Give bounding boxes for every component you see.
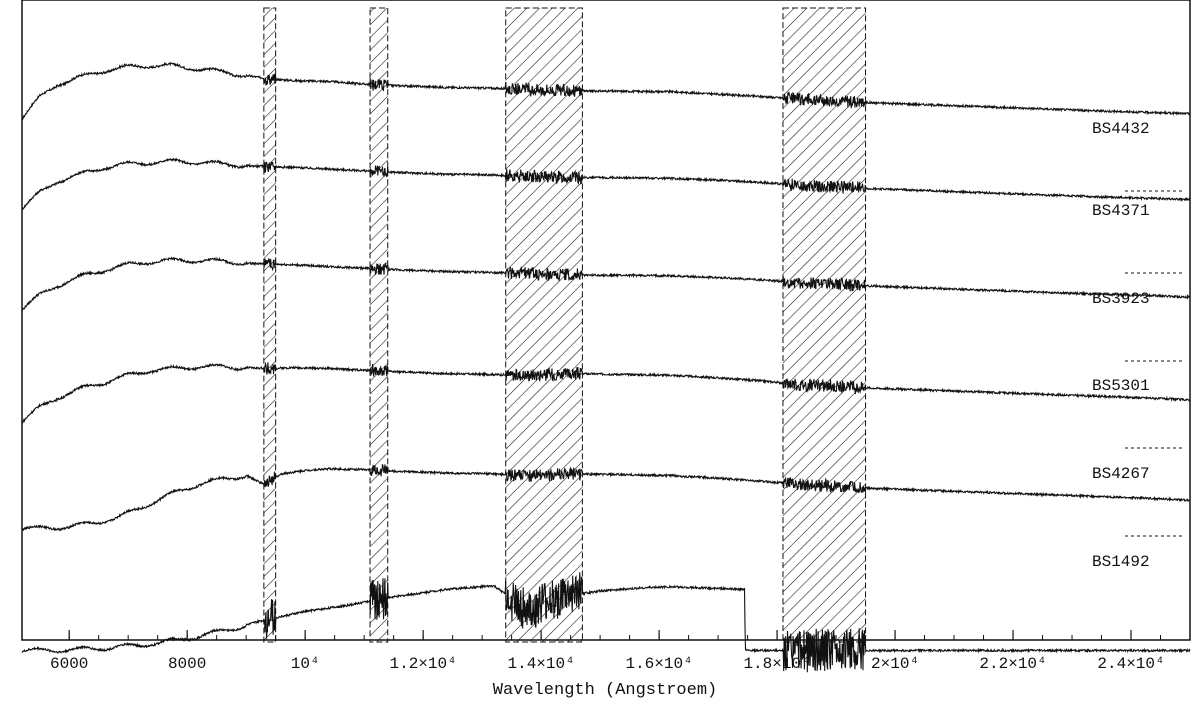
series-line-bs4267	[21, 464, 1191, 532]
x-tick-label: 2×10⁴	[871, 655, 919, 673]
shaded-region-1	[263, 7, 277, 643]
x-tick-label: 1.8×10⁴	[743, 655, 810, 673]
plot-frame	[21, 0, 1191, 641]
shaded-region-4	[782, 7, 867, 643]
series-labels: BS4432 BS4371 BS3923 BS5301 BS4267 BS1492	[1092, 120, 1185, 571]
series-label-bs4371: BS4371	[1092, 202, 1150, 220]
x-tick-label: 6000	[50, 655, 88, 673]
series-label-bs4267: BS4267	[1092, 465, 1150, 483]
series-line-bs4371	[21, 157, 1191, 211]
x-tick-label: 8000	[168, 655, 206, 673]
series-label-bs5301: BS5301	[1092, 377, 1150, 395]
series-line-bs3923	[21, 256, 1191, 311]
x-tick-label: 1.6×10⁴	[625, 655, 692, 673]
series-label-bs1492: BS1492	[1092, 553, 1150, 571]
series-line-bs4432	[21, 61, 1191, 121]
x-tick-label: 10⁴	[291, 655, 320, 673]
shaded-region-3	[505, 7, 583, 643]
x-axis-label: Wavelength (Angstroem)	[493, 681, 717, 700]
x-axis-ticks: 6000 8000 10⁴ 1.2×10⁴ 1.4×10⁴ 1.6×10⁴ 1.8×10⁴ 2…	[50, 630, 1191, 673]
series-label-bs4432: BS4432	[1092, 120, 1150, 138]
x-tick-label: 1.4×10⁴	[508, 655, 575, 673]
x-tick-label: 2.2×10⁴	[979, 655, 1046, 673]
x-tick-label: 2.4×10⁴	[1097, 655, 1164, 673]
shaded-region-2	[369, 7, 389, 643]
shaded-regions	[263, 7, 867, 643]
x-tick-label: 1.2×10⁴	[390, 655, 457, 673]
series-line-bs1492	[21, 572, 1191, 673]
series-lines	[21, 61, 1191, 673]
series-line-bs5301	[21, 361, 1191, 424]
series-label-bs3923: BS3923	[1092, 290, 1150, 308]
